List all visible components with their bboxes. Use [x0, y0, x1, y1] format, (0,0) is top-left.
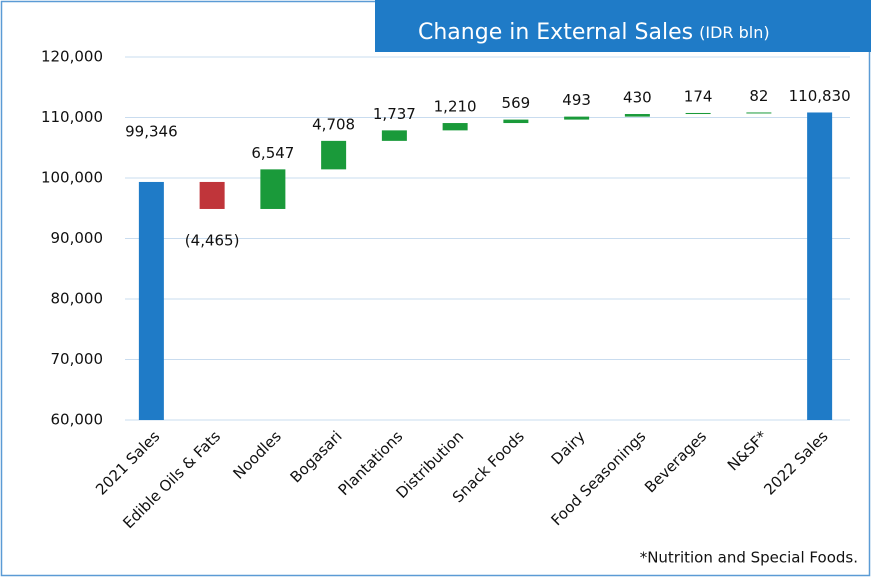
- bar: [199, 181, 225, 209]
- title-box: [375, 0, 871, 52]
- y-tick-label: 100,000: [41, 169, 103, 187]
- footnote: *Nutrition and Special Foods.: [640, 549, 858, 567]
- x-tick-label: Dairy: [548, 427, 589, 468]
- y-tick-label: 110,000: [41, 108, 103, 126]
- value-label: 4,708: [312, 115, 355, 133]
- bar: [624, 114, 650, 117]
- bar: [503, 119, 529, 124]
- value-label: 6,547: [251, 144, 294, 162]
- bar: [685, 112, 711, 115]
- x-tick-label: Bogasari: [287, 427, 346, 486]
- value-label: 1,737: [373, 105, 416, 123]
- chart-title: Change in External Sales (IDR bln): [418, 20, 770, 45]
- title-main: Change in External Sales: [418, 20, 693, 45]
- value-label: (4,465): [185, 231, 240, 249]
- bar: [381, 130, 407, 141]
- bar: [138, 181, 164, 420]
- value-label: 493: [562, 91, 591, 109]
- value-label: 99,346: [125, 122, 178, 140]
- x-tick-label: N&SF*: [724, 427, 771, 474]
- value-label: 82: [749, 87, 768, 105]
- value-label: 1,210: [434, 98, 477, 116]
- bar: [746, 112, 772, 114]
- title-unit: (IDR bln): [699, 23, 769, 42]
- x-tick-label: Noodles: [230, 427, 286, 483]
- y-tick-label: 70,000: [51, 350, 104, 368]
- value-label: 174: [684, 87, 713, 105]
- bar: [807, 112, 833, 420]
- bar: [260, 169, 286, 209]
- y-tick-label: 60,000: [51, 411, 104, 429]
- y-tick-label: 120,000: [41, 48, 103, 66]
- y-tick-label: 90,000: [51, 229, 104, 247]
- y-tick-label: 80,000: [51, 290, 104, 308]
- x-tick-label: 2022 Sales: [760, 427, 831, 498]
- bar: [442, 123, 468, 131]
- value-label: 430: [623, 89, 652, 107]
- bar: [321, 140, 347, 170]
- value-label: 110,830: [789, 87, 851, 105]
- value-label: 569: [502, 94, 531, 112]
- bar: [564, 116, 590, 120]
- x-tick-label: Beverages: [641, 427, 710, 496]
